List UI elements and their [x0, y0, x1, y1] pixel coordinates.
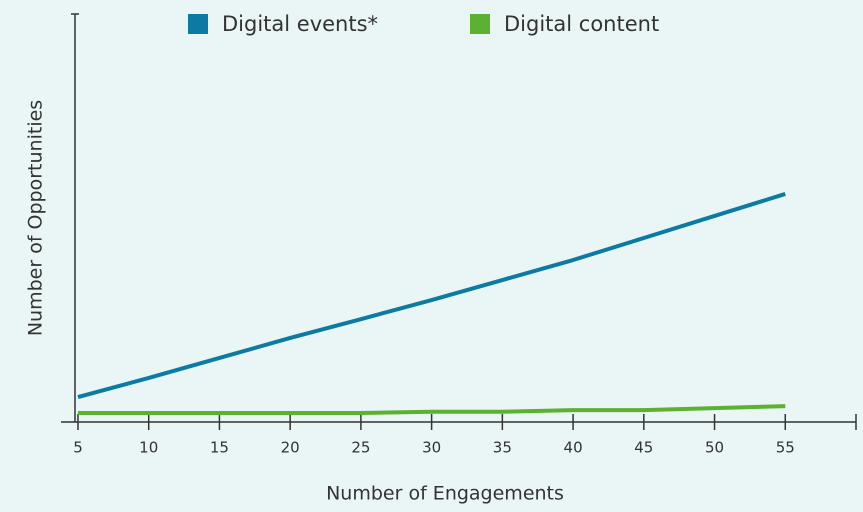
- x-tick-label: 30: [422, 439, 441, 457]
- legend-swatch: [188, 14, 208, 34]
- x-tick-label: 35: [493, 439, 512, 457]
- x-tick-label: 45: [634, 439, 653, 457]
- y-axis-label: Number of Opportunities: [25, 100, 47, 336]
- x-tick-label: 10: [139, 439, 158, 457]
- legend-label: Digital events*: [222, 12, 378, 36]
- series-line: [77, 404, 786, 416]
- x-tick-label: 5: [73, 439, 83, 457]
- series-line: [77, 192, 786, 400]
- x-tick-label: 15: [210, 439, 229, 457]
- x-tick-label: 40: [564, 439, 583, 457]
- x-tick-label: 50: [705, 439, 724, 457]
- x-tick-label: 20: [281, 439, 300, 457]
- legend-label: Digital content: [504, 12, 659, 36]
- x-tick-label: 25: [351, 439, 370, 457]
- x-tick-label: 55: [776, 439, 795, 457]
- x-axis-label: Number of Engagements: [326, 483, 564, 505]
- legend-swatch: [470, 14, 490, 34]
